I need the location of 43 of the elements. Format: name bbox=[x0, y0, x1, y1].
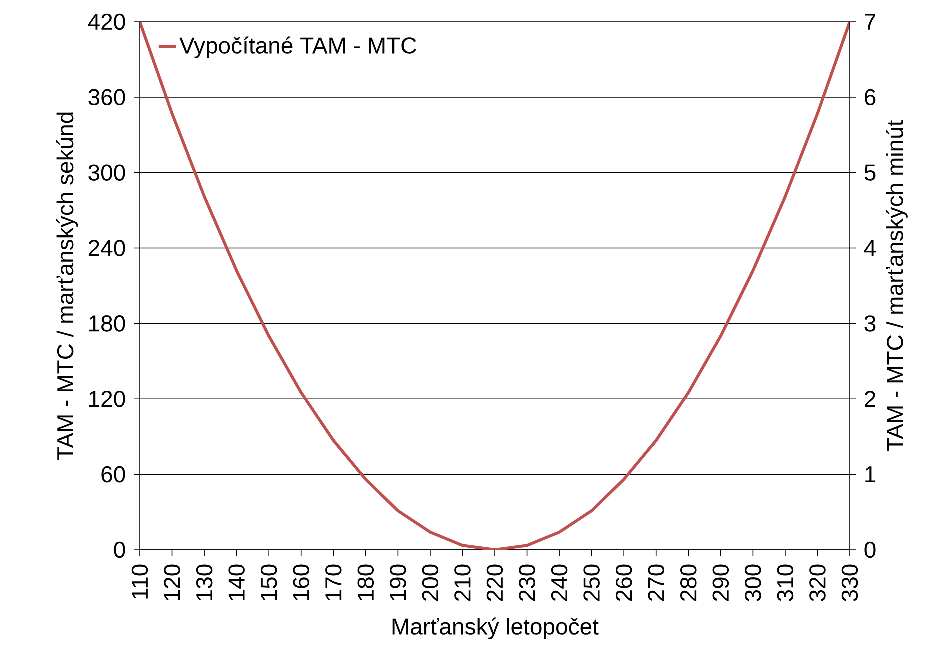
y2-tick-label: 0 bbox=[864, 542, 876, 558]
x-tick-label: 180 bbox=[358, 564, 374, 600]
x-tick-label: 260 bbox=[616, 564, 632, 602]
y-tick-label: 180 bbox=[90, 316, 126, 332]
legend-label: Vypočítané TAM - MTC bbox=[180, 36, 416, 58]
x-axis-title: Marťanský letopočet bbox=[392, 618, 599, 640]
x-tick-label: 200 bbox=[422, 564, 439, 602]
y-tick-label: 300 bbox=[88, 164, 126, 181]
x-tick-label: 250 bbox=[584, 564, 600, 602]
x-tick-label: 280 bbox=[680, 564, 697, 602]
x-tick-label: 160 bbox=[293, 564, 310, 600]
y2-axis-title: TAM - MTC / marťanských minút bbox=[886, 120, 908, 452]
x-tick-label: 210 bbox=[454, 564, 471, 602]
y-tick-label: 120 bbox=[90, 390, 126, 408]
x-tick-label: 220 bbox=[486, 564, 504, 602]
y-tick-label: 360 bbox=[88, 89, 126, 106]
y2-tick-label: 2 bbox=[865, 391, 876, 408]
x-tick-label: 150 bbox=[260, 564, 278, 600]
x-tick-label: 320 bbox=[810, 564, 826, 602]
y2-tick-label: 3 bbox=[864, 316, 876, 332]
y-tick-label: 0 bbox=[114, 542, 126, 558]
x-tick-label: 170 bbox=[326, 564, 342, 600]
y2-tick-label: 4 bbox=[864, 240, 876, 256]
x-tick-label: 240 bbox=[551, 564, 568, 602]
x-tick-label: 230 bbox=[519, 564, 536, 602]
x-tick-label: 310 bbox=[777, 564, 794, 602]
x-tick-label: 110 bbox=[132, 564, 148, 599]
y2-tick-label: 6 bbox=[865, 89, 876, 106]
x-tick-label: 190 bbox=[390, 564, 406, 600]
x-tick-label: 120 bbox=[164, 564, 180, 600]
y2-tick-label: 1 bbox=[866, 466, 876, 482]
x-tick-label: 330 bbox=[842, 564, 858, 602]
y-axis-title: TAM - MTC / marťanských sekúnd bbox=[56, 112, 78, 460]
y2-tick-label: 5 bbox=[864, 164, 876, 181]
x-tick-label: 300 bbox=[745, 564, 762, 602]
x-tick-label: 130 bbox=[196, 564, 213, 600]
y-tick-label: 240 bbox=[88, 240, 126, 256]
y2-tick-label: 7 bbox=[865, 14, 876, 30]
x-tick-label: 140 bbox=[228, 564, 245, 600]
x-tick-label: 270 bbox=[648, 564, 665, 602]
y-tick-label: 420 bbox=[88, 14, 126, 30]
x-tick-label: 290 bbox=[712, 564, 730, 602]
y-tick-label: 60 bbox=[102, 466, 126, 483]
